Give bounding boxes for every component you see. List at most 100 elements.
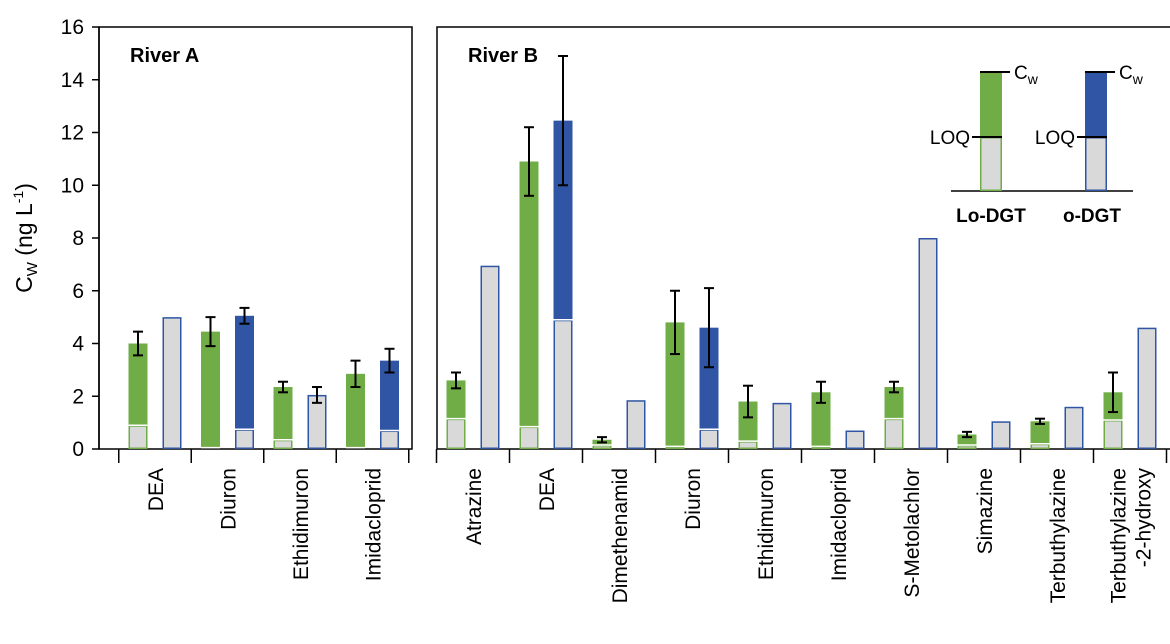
- y-tick-label: 4: [72, 333, 84, 356]
- bar-group: Dimethenamid: [592, 400, 646, 603]
- x-category-label: Imidacloprid: [828, 468, 851, 581]
- lo-dgt-bar: [811, 392, 831, 447]
- lo-dgt-bar: [201, 331, 220, 448]
- x-category-label: Ethidimuron: [755, 468, 778, 580]
- bar-group: Terbuthylazine -2-hydroxy: [1103, 327, 1157, 603]
- lo-dgt-loq-bar: [273, 439, 293, 449]
- o-dgt-loq-bar: [380, 430, 399, 450]
- lo-dgt-loq-bar: [957, 445, 977, 450]
- lo-dgt-loq-bar: [738, 441, 758, 449]
- bar-group: S-Metolachlor: [884, 238, 938, 598]
- lo-dgt-bar: [957, 434, 977, 446]
- y-tick-label: 6: [72, 280, 84, 303]
- lo-dgt-loq-bar: [665, 446, 685, 449]
- lo-dgt-loq-bar: [519, 426, 539, 449]
- o-dgt-bar: [553, 120, 573, 320]
- bar-group: DEA: [128, 317, 182, 511]
- x-category-label: Imidacloprid: [363, 468, 386, 581]
- bar-group: Simazine: [957, 421, 1011, 554]
- o-dgt-loq-bar: [480, 265, 500, 449]
- bar-group: Terbuthylazine: [1030, 406, 1084, 603]
- y-tick-label: 0: [72, 438, 84, 461]
- lo-dgt-bar: [519, 161, 539, 427]
- lo-dgt-loq-bar: [884, 418, 904, 450]
- legend: Cw LOQ Cw LOQ Lo-DGT o-DGT: [930, 63, 1144, 227]
- x-category-label: Simazine: [974, 468, 997, 554]
- legend-cw-label: Cw: [1014, 63, 1039, 87]
- lo-dgt-bar: [1030, 421, 1050, 444]
- legend-cw-label: Cw: [1119, 63, 1144, 87]
- panel-title: River B: [468, 45, 538, 67]
- y-tick-label: 12: [61, 122, 84, 145]
- o-dgt-loq-bar: [626, 400, 646, 449]
- legend-lo-loq-swatch: [980, 137, 1002, 191]
- o-dgt-loq-bar: [991, 421, 1011, 449]
- bar-group: Imidacloprid: [811, 380, 865, 581]
- legend-o-cw-swatch: [1085, 72, 1107, 137]
- lo-dgt-bar: [738, 401, 758, 442]
- panel-river-b: River B Atrazine DEA Dimethenamid Diuron Ethi…: [435, 26, 1170, 603]
- panel-frame: [436, 26, 1170, 450]
- y-axis-title: CW (ng L-1): [10, 183, 41, 293]
- bar-group: Imidacloprid: [346, 347, 399, 581]
- bar-group: Diuron: [665, 287, 719, 530]
- o-dgt-bar: [235, 315, 254, 430]
- lo-dgt-bar: [346, 373, 365, 448]
- x-category-label: Diuron: [218, 468, 241, 530]
- x-category-label: Terbuthylazine: [1047, 468, 1070, 603]
- panel-river-a: River A DEA Diuron Ethidimuron Imidacloprid: [98, 26, 413, 581]
- lo-dgt-bar: [884, 387, 904, 419]
- legend-lo-dgt-label: Lo-DGT: [956, 206, 1026, 227]
- o-dgt-loq-bar: [553, 319, 573, 450]
- x-category-label: S-Metolachlor: [901, 468, 924, 598]
- x-category-label: Ethidimuron: [290, 468, 313, 580]
- y-tick-label: 8: [72, 227, 84, 250]
- y-tick-label: 16: [61, 16, 84, 39]
- lo-dgt-loq-bar: [1103, 419, 1123, 449]
- bar-group: Ethidimuron: [273, 380, 327, 580]
- lo-dgt-loq-bar: [1030, 443, 1050, 450]
- bar-group: Atrazine: [446, 265, 500, 545]
- x-category-label: DEA: [536, 468, 559, 511]
- bar-group: DEA: [519, 55, 573, 511]
- legend-o-loq-swatch: [1085, 137, 1107, 191]
- y-axis: 0 2 4 6 8 10 12 14 16: [61, 16, 100, 461]
- o-dgt-loq-bar: [1064, 406, 1084, 449]
- lo-dgt-loq-bar: [811, 446, 831, 449]
- lo-dgt-loq-bar: [128, 425, 148, 450]
- o-dgt-loq-bar: [699, 429, 719, 449]
- lo-dgt-loq-bar: [446, 418, 466, 450]
- lo-dgt-bar: [273, 387, 293, 440]
- y-tick-label: 2: [72, 385, 84, 408]
- panel-title: River A: [130, 45, 199, 67]
- o-dgt-loq-bar: [845, 430, 865, 450]
- y-tick-label: 14: [61, 69, 85, 92]
- x-category-label: Diuron: [682, 468, 705, 530]
- legend-lo-cw-swatch: [980, 72, 1002, 137]
- lo-dgt-loq-bar: [592, 445, 612, 450]
- y-tick-label: 10: [61, 174, 84, 197]
- panel-frame: [98, 26, 413, 450]
- y-axis-label: CW (ng L-1): [10, 183, 41, 293]
- legend-loq-label: LOQ: [930, 128, 970, 149]
- x-category-label: Dimethenamid: [609, 468, 632, 603]
- lo-dgt-bar: [446, 380, 466, 419]
- o-dgt-loq-bar: [918, 238, 938, 449]
- x-category-label: DEA: [145, 468, 168, 511]
- bar-group: Ethidimuron: [738, 384, 792, 580]
- bar-group: Diuron: [201, 306, 254, 530]
- o-dgt-loq-bar: [772, 402, 792, 449]
- o-dgt-loq-bar: [1137, 327, 1157, 449]
- o-dgt-loq-bar: [162, 317, 182, 449]
- o-dgt-loq-bar: [235, 429, 254, 449]
- x-category-label: -2-hydroxy: [1133, 468, 1156, 568]
- x-category-label: Terbuthylazine: [1108, 468, 1131, 603]
- x-category-label: Atrazine: [463, 468, 486, 545]
- lo-dgt-bar: [128, 343, 148, 426]
- o-dgt-bar: [380, 360, 399, 431]
- legend-loq-label: LOQ: [1035, 128, 1075, 149]
- legend-o-dgt-label: o-DGT: [1063, 206, 1121, 227]
- o-dgt-bar: [699, 327, 719, 430]
